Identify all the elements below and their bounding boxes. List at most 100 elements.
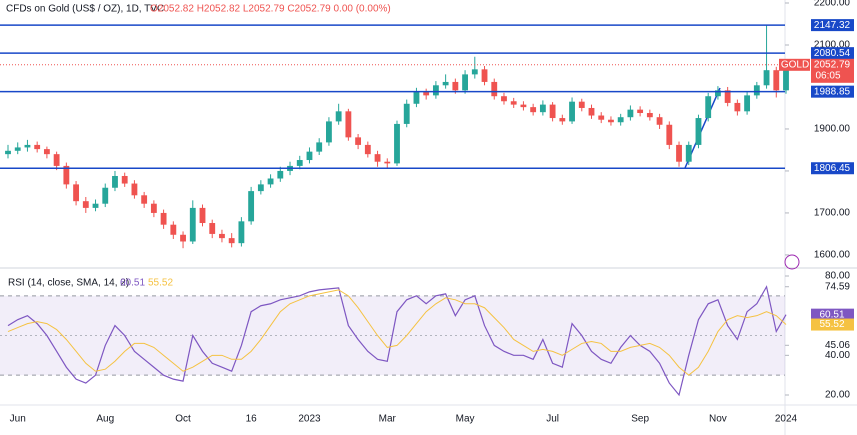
candle-body [705,96,712,119]
candle-body [43,149,50,155]
x-tick-label: Nov [709,414,727,425]
alert-icon [784,254,800,270]
candle-body [326,121,332,143]
value-box [811,308,854,321]
rsi-line [7,289,787,376]
candle-body [753,85,760,96]
candle-body [296,160,303,166]
x-tick-label: 2023 [298,414,321,425]
value-label: 55.52 [819,319,844,330]
candle-body [374,154,381,162]
candle-body [763,70,770,86]
candle-body [637,109,644,114]
level-label: 1806.45 [814,163,851,174]
candle-body [530,107,537,113]
candle-body [452,81,459,91]
symbol-label: GOLD [781,59,809,70]
candle-body [773,70,780,91]
candle-body [598,115,605,120]
candle-body [209,223,216,234]
candle-body [384,161,391,164]
candle-body [559,118,566,122]
candle-body [744,95,751,112]
candle-body [783,64,789,91]
candle-body [364,144,371,155]
candle-body [14,147,21,151]
candle-body [277,170,284,179]
level-label: 1988.85 [814,86,851,97]
candle-body [423,92,430,96]
candle-body [267,178,274,185]
candle-body [199,207,206,224]
y-tick-label: 1600.00 [814,250,851,261]
level-label-box [811,162,854,175]
candle-body [160,212,167,225]
candle-body [316,142,323,152]
chart-title: CFDs on Gold (US$ / OZ), 1D, TVC [6,4,164,15]
level-label: 2147.32 [814,20,851,31]
level-label-box [811,47,854,60]
x-tick-label: Jul [546,414,559,425]
candle-body [539,104,546,113]
candle-body [724,90,731,103]
candle-body [608,119,614,123]
value-box [811,318,854,331]
candle-body [569,101,575,122]
candle-body [170,224,177,235]
x-tick-label: May [456,414,475,425]
x-tick-label: Sep [631,414,649,425]
candle-body [676,144,682,162]
y-tick-label: 40.00 [825,350,850,361]
x-tick-label: Mar [379,414,397,425]
y-tick-label: 2100.00 [814,40,851,51]
candle-body [228,238,235,244]
rsi-title: RSI (14, close, SMA, 14, 2) [8,278,129,289]
candle-body [501,96,507,102]
candle-body [442,81,449,86]
candle-body [150,203,157,213]
candle-body [578,101,585,108]
rsi-header-value: 60.51 [120,278,145,289]
y-tick-label: 2200.00 [814,0,851,9]
candle-body [646,113,653,118]
y-tick-label: 74.59 [825,281,850,292]
y-tick-label: 20.00 [825,390,850,401]
candle-body [520,104,527,108]
candle-body [131,183,138,196]
candle-body [481,69,488,82]
x-tick-label: Jun [10,414,26,425]
candle-body [53,154,60,166]
candle-body [180,234,186,242]
rsi-header-value: 55.52 [148,278,173,289]
y-tick-label: 1700.00 [814,208,851,219]
candle-body [394,123,400,164]
candle-body [73,184,79,202]
last-price-box [811,58,854,83]
candle-body [112,175,118,188]
x-tick-label: Oct [175,414,191,425]
level-label-box [811,85,854,98]
candle-body [219,233,225,239]
candle-body [82,201,89,208]
candle-body [102,187,109,204]
candle-body [238,221,245,244]
candle-body [666,124,673,145]
candle-body [189,207,196,242]
y-tick-label: 1900.00 [814,124,851,135]
candle-body [248,191,255,222]
x-tick-label: 2024 [775,414,798,425]
level-label-box [811,19,854,32]
candle-body [588,107,595,116]
value-label: 60.51 [819,309,844,320]
candle-body [63,165,70,185]
last-price-label: 2052.79 [814,59,851,70]
x-tick-label: 16 [246,414,258,425]
candle-body [34,144,41,150]
candle-body [715,90,721,97]
candle-body [306,151,313,161]
candle-body [510,101,517,105]
rsi-line [7,285,787,397]
candle-body [345,111,352,138]
y-tick-label: 80.00 [825,271,850,282]
